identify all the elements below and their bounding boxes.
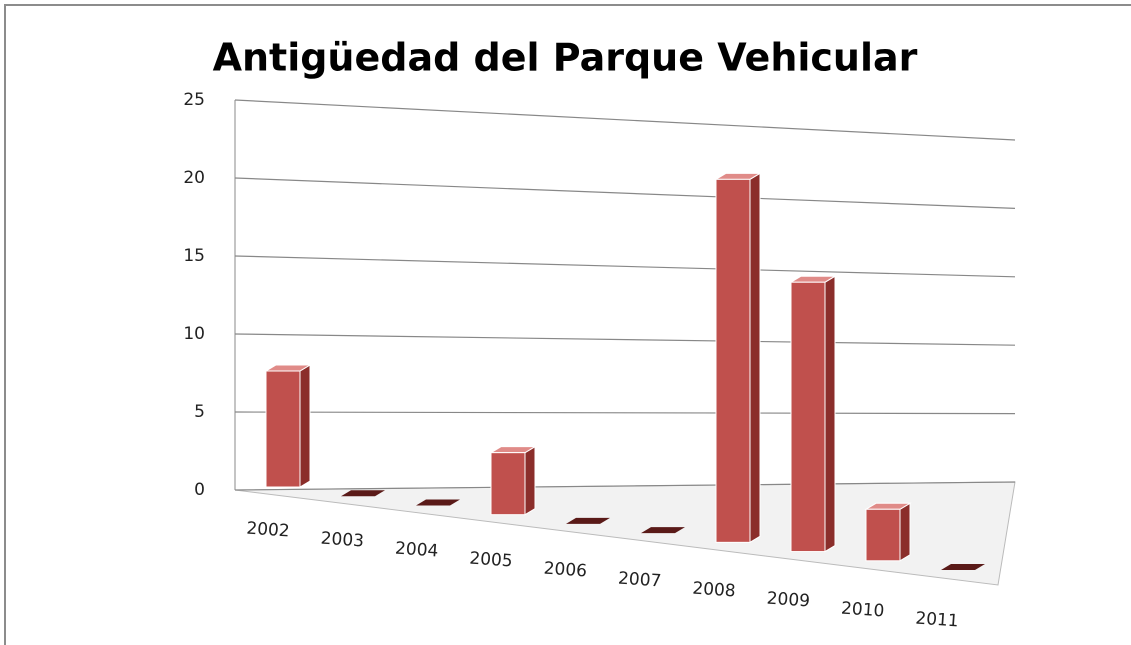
x-tick-label: 2011 [915, 609, 960, 632]
y-tick-label: 5 [194, 402, 205, 422]
y-tick-label: 10 [183, 324, 205, 344]
x-tick-label: 2003 [320, 529, 365, 552]
grid-line [234, 255, 1016, 278]
bar [941, 564, 985, 570]
x-tick-label: 2008 [692, 579, 737, 602]
grid-line [234, 99, 1016, 141]
chart-title: Antigüedad del Parque Vehicular [213, 36, 918, 80]
y-tick-label: 20 [183, 168, 205, 188]
grid-line [234, 333, 1016, 346]
x-tick-label: 2005 [469, 549, 514, 572]
bar [864, 502, 912, 562]
x-tick-label: 2010 [840, 599, 885, 622]
grid-line [234, 481, 1016, 491]
y-tick-label: 25 [183, 90, 205, 110]
bar [489, 445, 537, 516]
bar [566, 517, 610, 524]
x-tick-label: 2004 [394, 539, 439, 562]
x-tick-label: 2007 [617, 569, 662, 592]
bar [641, 527, 685, 534]
grid-line [234, 177, 1016, 209]
y-tick-label: 15 [183, 246, 205, 266]
bar [789, 275, 837, 553]
bar [341, 490, 385, 497]
bar [264, 364, 312, 488]
x-tick-label: 2009 [766, 589, 811, 612]
y-tick-label: 0 [194, 480, 205, 500]
bar [416, 499, 460, 506]
grid-line [234, 411, 1016, 415]
bar [714, 172, 762, 544]
x-tick-label: 2006 [543, 559, 588, 582]
x-tick-label: 2002 [246, 519, 291, 542]
